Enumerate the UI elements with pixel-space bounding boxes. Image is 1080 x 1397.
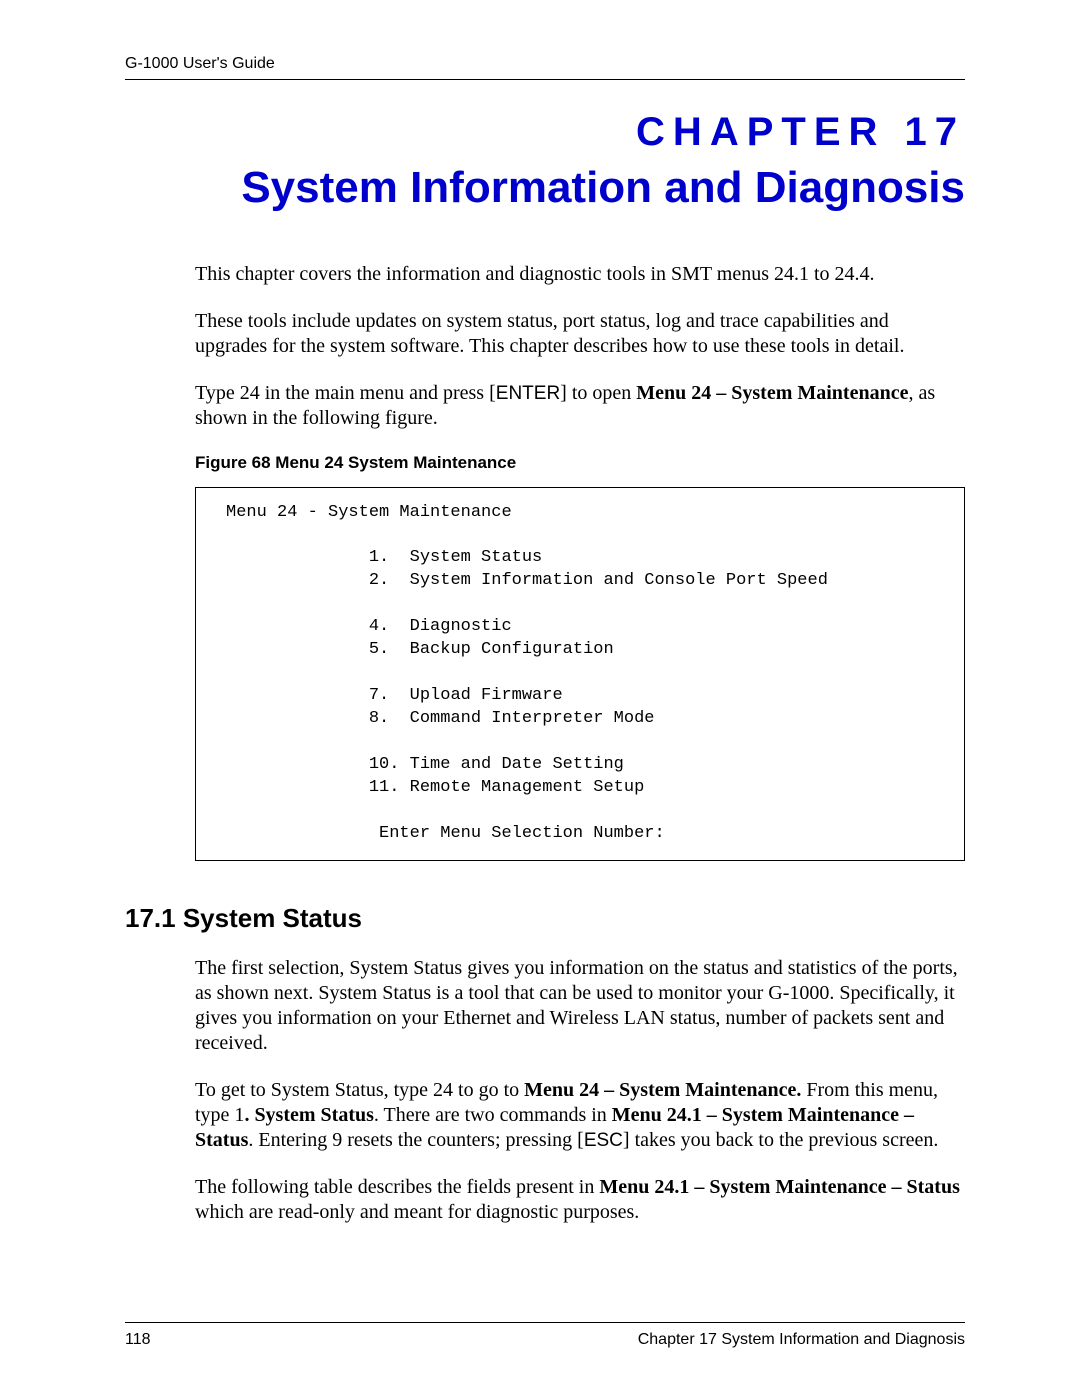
header-rule [125,79,965,80]
intro-paragraph-2: These tools include updates on system st… [195,309,965,359]
key-enter: ENTER [496,383,560,404]
menu-name-bold: Menu 24 – System Maintenance [636,382,908,404]
text-fragment: To get to System Status, type 24 to go t… [195,1079,524,1101]
text-fragment: which are read-only and meant for diagno… [195,1201,639,1223]
footer-rule [125,1322,965,1323]
menu-screenshot-box: Menu 24 - System Maintenance 1. System S… [195,487,965,861]
bold-text: Menu 24.1 – System Maintenance – Status [599,1176,960,1198]
menu-item: 2. System Information and Console Port S… [369,571,828,590]
footer-chapter-title: Chapter 17 System Information and Diagno… [638,1331,965,1349]
menu-item: 10. Time and Date Setting [369,755,624,774]
key-esc: ESC [584,1130,623,1151]
intro-paragraph-3: Type 24 in the main menu and press [ENTE… [195,381,965,431]
text-fragment: The following table describes the fields… [195,1176,599,1198]
text-fragment: Type 24 in the main menu and press [ [195,382,496,404]
page-footer: 118 Chapter 17 System Information and Di… [125,1322,965,1349]
section-heading: 17.1 System Status [125,903,965,934]
text-fragment: . There are two commands in [374,1104,612,1126]
menu-item: 11. Remote Management Setup [369,778,644,797]
document-page: G-1000 User's Guide CHAPTER 17 System In… [0,0,1080,1397]
text-fragment: . Entering 9 resets the counters; pressi… [248,1129,583,1151]
section-paragraph-3: The following table describes the fields… [195,1175,965,1225]
page-number: 118 [125,1331,151,1349]
intro-paragraph-1: This chapter covers the information and … [195,262,965,287]
header-guide-title: G-1000 User's Guide [125,55,965,73]
section-body: The first selection, System Status gives… [195,956,965,1225]
menu-title: Menu 24 - System Maintenance [226,503,512,522]
menu-item: 5. Backup Configuration [369,640,614,659]
section-paragraph-1: The first selection, System Status gives… [195,956,965,1056]
section-paragraph-2: To get to System Status, type 24 to go t… [195,1078,965,1153]
chapter-label: CHAPTER 17 [125,110,965,155]
figure-caption: Figure 68 Menu 24 System Maintenance [195,453,965,473]
menu-item: 4. Diagnostic [369,617,512,636]
menu-item: 8. Command Interpreter Mode [369,709,655,728]
menu-item: 1. System Status [369,548,542,567]
text-fragment: ] takes you back to the previous screen. [623,1129,938,1151]
chapter-title: System Information and Diagnosis [125,163,965,214]
footer-row: 118 Chapter 17 System Information and Di… [125,1331,965,1349]
menu-item: 7. Upload Firmware [369,686,563,705]
body-content: This chapter covers the information and … [195,262,965,861]
bold-text: Menu 24 – System Maintenance. [524,1079,801,1101]
text-fragment: ] to open [560,382,636,404]
bold-text: . System Status [244,1104,373,1126]
menu-prompt: Enter Menu Selection Number: [379,824,665,843]
